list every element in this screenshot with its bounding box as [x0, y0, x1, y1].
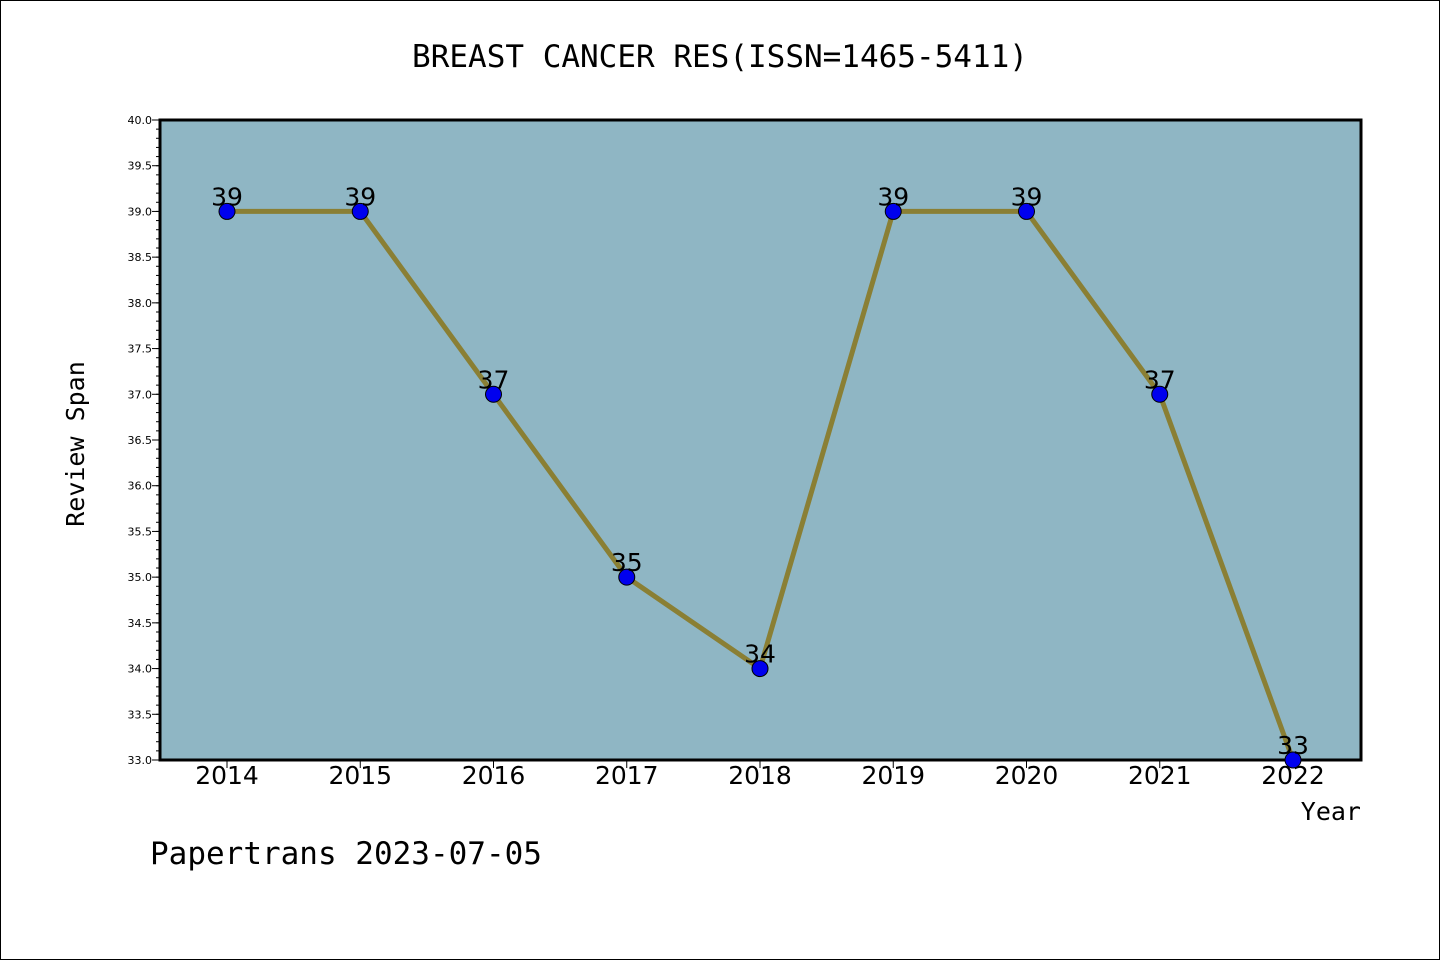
data-label: 39	[211, 182, 243, 211]
footer-text: Papertrans 2023-07-05	[150, 836, 542, 872]
data-label: 35	[611, 548, 643, 577]
data-point	[1018, 202, 1035, 220]
y-tick-label: 39.0	[128, 205, 153, 218]
data-point	[1151, 385, 1169, 403]
y-tick-label: 34.0	[128, 663, 153, 676]
x-axis: 2014 2015 2016 2017 2018 2019 2020 2021 2022	[195, 760, 1325, 790]
chart-title: BREAST CANCER RES(ISSN=1465-5411)	[412, 39, 1028, 75]
data-point	[751, 660, 769, 678]
data-point	[1284, 751, 1302, 769]
x-tick-label: 2016	[462, 761, 526, 790]
x-tick-label: 2019	[861, 761, 925, 790]
y-tick-label: 33.5	[128, 708, 153, 721]
data-label: 39	[1011, 182, 1043, 211]
data-label: 37	[1144, 365, 1176, 394]
x-tick-label: 2015	[328, 761, 392, 790]
x-tick-label: 2020	[995, 761, 1059, 790]
y-tick-label: 35.5	[128, 525, 153, 538]
x-axis-label: Year	[1301, 797, 1361, 826]
y-tick-label: 37.5	[128, 343, 153, 356]
data-label: 39	[344, 182, 376, 211]
y-tick-label: 38.0	[128, 297, 153, 310]
y-tick-label: 36.0	[128, 480, 153, 493]
data-label: 39	[877, 182, 909, 211]
plot-area	[158, 118, 1363, 762]
x-tick-label: 2014	[195, 761, 259, 790]
data-point	[618, 568, 636, 586]
y-tick-label: 33.0	[128, 754, 153, 767]
y-tick-label: 35.0	[128, 571, 153, 584]
data-label: 37	[478, 365, 510, 394]
data-point	[218, 202, 236, 220]
data-point	[351, 202, 369, 220]
data-labels-group: 39 39 37 35 34 39 39 37 33	[211, 182, 1309, 760]
data-label: 33	[1277, 731, 1309, 760]
data-point	[884, 202, 902, 220]
y-tick-label: 39.5	[128, 160, 153, 173]
x-tick-label: 2018	[728, 761, 792, 790]
y-tick-label: 34.5	[128, 617, 153, 630]
y-axis-label: Review Span	[61, 361, 90, 527]
y-tick-label: 38.5	[128, 251, 153, 264]
y-tick-label: 36.5	[128, 434, 153, 447]
x-tick-label: 2021	[1128, 761, 1192, 790]
data-point	[485, 385, 502, 403]
y-axis: 33.0 33.5 34.0 34.5 35.0 35.5 36.0 36.5 37.0 37.5…	[128, 114, 160, 767]
data-label: 34	[744, 640, 776, 669]
x-tick-label: 2017	[595, 761, 659, 790]
y-tick-label: 37.0	[128, 388, 153, 401]
markers-group	[218, 202, 1302, 769]
y-tick-label: 40.0	[128, 114, 153, 127]
